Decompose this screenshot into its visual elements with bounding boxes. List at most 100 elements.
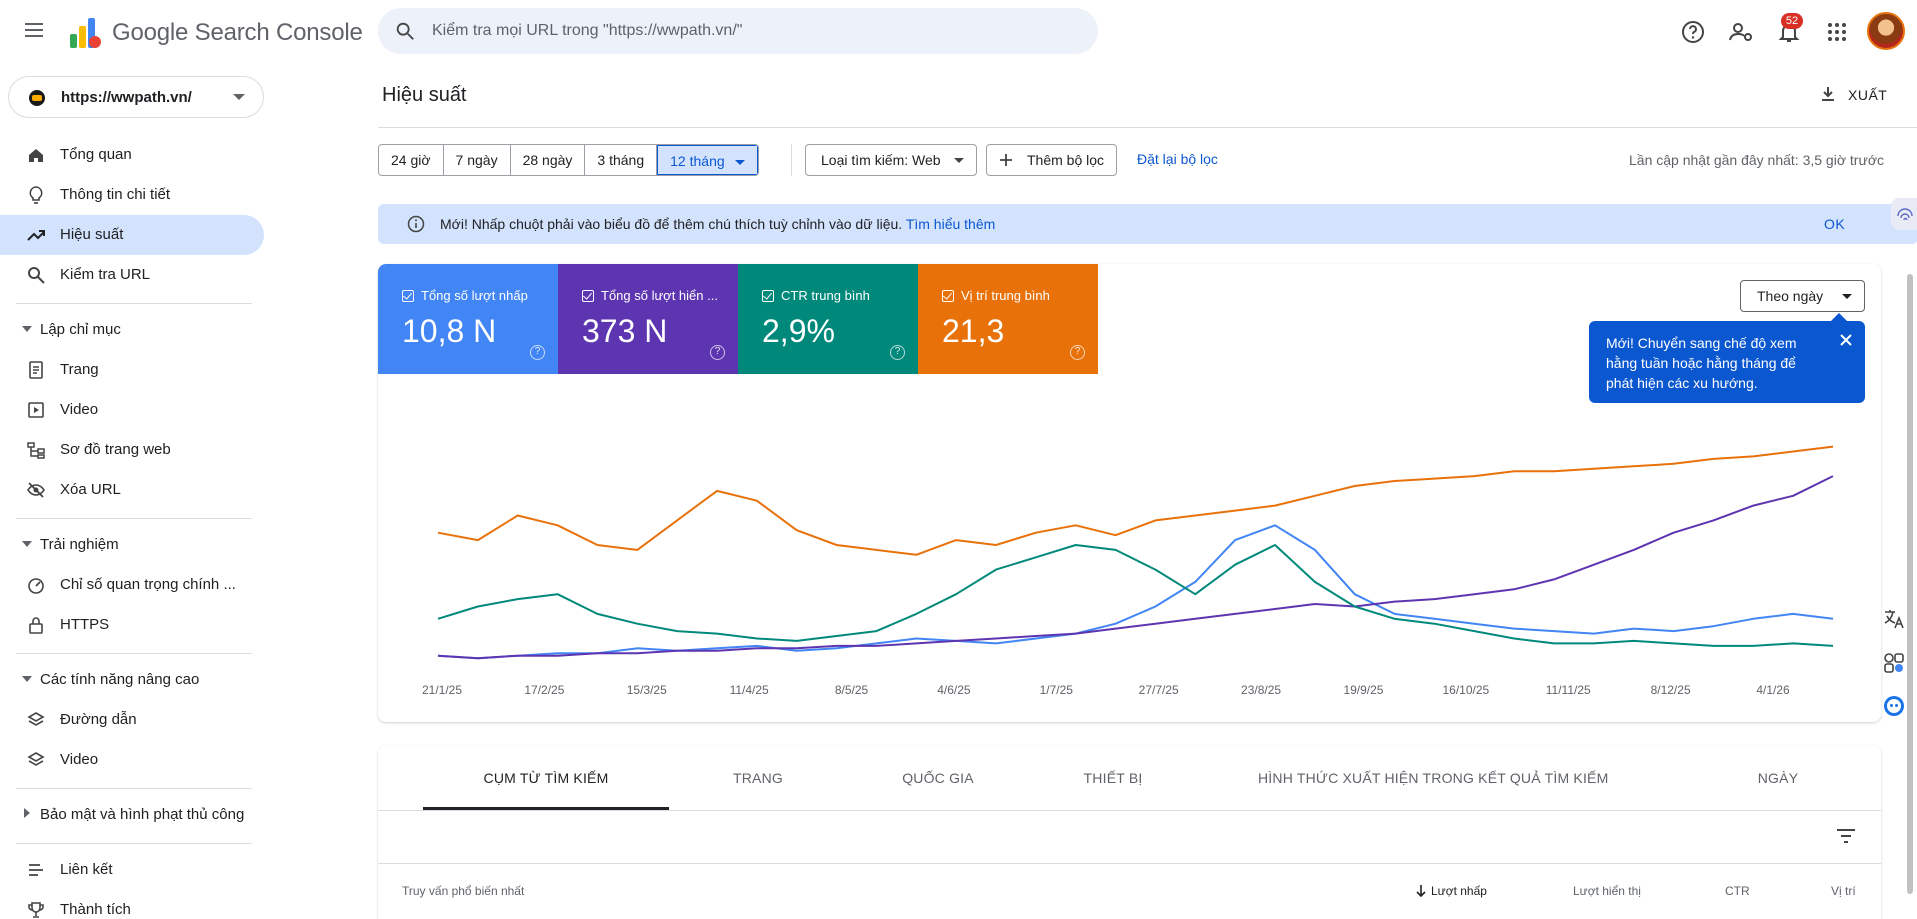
add-filter-button[interactable]: Thêm bộ lọc	[986, 144, 1117, 176]
tab-pages[interactable]: TRANG	[733, 770, 783, 786]
filter-divider	[791, 144, 792, 176]
sidebar-item-sitemaps[interactable]: Sơ đồ trang web	[0, 430, 264, 470]
range-24h[interactable]: 24 giờ	[379, 145, 444, 175]
learn-more-link[interactable]: Tìm hiểu thêm	[905, 216, 996, 232]
apps-grid-icon[interactable]	[1823, 18, 1851, 46]
sidebar-item-core-web-vitals[interactable]: Chỉ số quan trọng chính ...	[0, 565, 264, 605]
metric-total-impressions[interactable]: Tổng số lượt hiển ... 373 N ?	[558, 264, 738, 374]
tab-devices[interactable]: THIẾT BỊ	[1083, 770, 1143, 786]
range-7d[interactable]: 7 ngày	[444, 145, 511, 175]
series-line-2	[437, 544, 1834, 647]
sidebar-divider	[16, 788, 252, 789]
help-icon[interactable]: ?	[530, 345, 545, 360]
range-12m-label: 12 tháng	[670, 153, 725, 169]
sidebar-item-removals[interactable]: Xóa URL	[0, 470, 264, 510]
metric-value: 10,8 N	[402, 313, 497, 349]
extensions-icon[interactable]	[1882, 651, 1906, 675]
sidebar-section-enhancements[interactable]: Các tính năng nâng cao	[0, 664, 264, 696]
sidebar-item-label: Đường dẫn	[60, 711, 137, 728]
x-tick-label: 8/12/25	[1651, 683, 1691, 697]
scrollbar-thumb[interactable]	[1907, 274, 1913, 894]
sidebar-item-overview[interactable]: Tổng quan	[0, 135, 264, 175]
speed-icon	[28, 578, 44, 594]
range-12m[interactable]: 12 tháng	[657, 145, 758, 175]
notifications-badge: 52	[1781, 13, 1803, 29]
assistant-icon[interactable]	[1882, 694, 1906, 718]
sidebar-item-insights[interactable]: Thông tin chi tiết	[0, 175, 264, 215]
range-28d[interactable]: 28 ngày	[511, 145, 586, 175]
performance-line-chart[interactable]: 21/1/25 17/2/25 15/3/25 11/4/25 8/5/25 4/6/25…	[378, 400, 1881, 710]
column-header-position[interactable]: Vị trí	[1831, 884, 1856, 898]
sidebar-item-https[interactable]: HTTPS	[0, 605, 264, 645]
page-scrollbar[interactable]	[1906, 270, 1914, 919]
x-tick-label: 23/8/25	[1241, 683, 1281, 697]
property-selector[interactable]: https://wwpath.vn/	[8, 76, 264, 118]
sidebar-divider	[16, 843, 252, 844]
banner-message: Mới! Nhấp chuột phải vào biểu đồ để thêm…	[440, 216, 903, 232]
dimensions-table-card: CỤM TỪ TÌM KIẾM TRANG QUỐC GIA THIẾT BỊ …	[378, 746, 1881, 919]
sidebar-section-experience[interactable]: Trải nghiệm	[0, 529, 264, 561]
metric-average-position[interactable]: Vị trí trung bình 21,3 ?	[918, 264, 1098, 374]
search-type-filter[interactable]: Loại tìm kiếm: Web	[805, 144, 977, 176]
help-icon[interactable]	[1679, 18, 1707, 46]
column-header-ctr[interactable]: CTR	[1725, 884, 1750, 898]
sidebar-item-achievements[interactable]: Thành tích	[0, 890, 264, 919]
x-tick-label: 1/7/25	[1040, 683, 1074, 697]
help-icon[interactable]: ?	[890, 345, 905, 360]
search-input[interactable]	[432, 8, 1072, 54]
column-header-impressions[interactable]: Lượt hiển thị	[1573, 884, 1641, 898]
sidebar-item-enhancement-video[interactable]: Video	[0, 740, 264, 780]
plus-icon	[1000, 154, 1012, 166]
fingerprint-icon	[1897, 208, 1913, 221]
account-avatar[interactable]	[1867, 12, 1905, 50]
banner-ok-button[interactable]: OK	[1824, 216, 1846, 232]
sidebar-item-breadcrumbs[interactable]: Đường dẫn	[0, 700, 264, 740]
export-label: XUẤT	[1848, 87, 1888, 103]
site-favicon	[29, 90, 45, 106]
help-icon[interactable]: ?	[1070, 345, 1085, 360]
menu-icon[interactable]	[22, 18, 46, 42]
manage-users-icon[interactable]	[1727, 18, 1755, 46]
series-line-1	[437, 475, 1834, 660]
lock-icon	[29, 617, 43, 634]
range-3m[interactable]: 3 tháng	[585, 145, 658, 175]
sidebar-item-performance[interactable]: Hiệu suất	[0, 215, 264, 255]
metric-total-clicks[interactable]: Tổng số lượt nhấp 10,8 N ?	[378, 264, 558, 374]
sidebar-section-security[interactable]: Bảo mật và hình phạt thủ công	[0, 799, 264, 831]
x-tick-label: 19/9/25	[1343, 683, 1383, 697]
trophy-icon	[28, 902, 44, 918]
close-icon[interactable]	[1837, 331, 1855, 349]
reset-filters-link[interactable]: Đặt lại bộ lọc	[1137, 151, 1218, 167]
sidebar-item-pages[interactable]: Trang	[0, 350, 264, 390]
translate-icon[interactable]	[1882, 607, 1906, 631]
granularity-select[interactable]: Theo ngày	[1740, 280, 1865, 312]
tab-queries[interactable]: CỤM TỪ TÌM KIẾM	[483, 770, 609, 786]
url-inspect-search[interactable]	[378, 8, 1098, 54]
lightbulb-icon	[29, 186, 43, 204]
metric-label: Vị trí trung bình	[961, 288, 1050, 303]
tab-countries[interactable]: QUỐC GIA	[902, 770, 974, 786]
sidebar-item-links[interactable]: Liên kết	[0, 850, 264, 890]
x-tick-label: 15/3/25	[627, 683, 667, 697]
side-panel-tab[interactable]	[1891, 198, 1917, 230]
sidebar-item-video[interactable]: Video	[0, 390, 264, 430]
sidebar-section-label: Các tính năng nâng cao	[40, 671, 200, 688]
tab-search-appearance[interactable]: HÌNH THỨC XUẤT HIỆN TRONG KẾT QUẢ TÌM KI…	[1258, 770, 1609, 786]
active-tab-indicator	[423, 807, 669, 810]
filter-rows-icon[interactable]	[1834, 824, 1858, 848]
video-icon	[28, 402, 44, 418]
download-icon	[1822, 87, 1834, 101]
column-header-clicks[interactable]: Lượt nhấp	[1431, 884, 1487, 898]
chevron-down-icon	[734, 159, 745, 165]
metric-average-ctr[interactable]: CTR trung bình 2,9% ?	[738, 264, 918, 374]
tab-dates[interactable]: NGÀY	[1757, 770, 1799, 786]
sidebar-item-url-inspection[interactable]: Kiểm tra URL	[0, 255, 264, 295]
x-tick-label: 11/4/25	[730, 683, 769, 697]
checkbox-icon	[582, 290, 594, 302]
property-url: https://wwpath.vn/	[61, 89, 192, 106]
sidebar-section-label: Lập chỉ mục	[40, 321, 121, 338]
help-icon[interactable]: ?	[710, 345, 725, 360]
sidebar-section-indexing[interactable]: Lập chỉ mục	[0, 314, 264, 346]
sidebar-item-label: Thông tin chi tiết	[60, 186, 171, 203]
sidebar-section-label: Trải nghiệm	[40, 536, 119, 553]
